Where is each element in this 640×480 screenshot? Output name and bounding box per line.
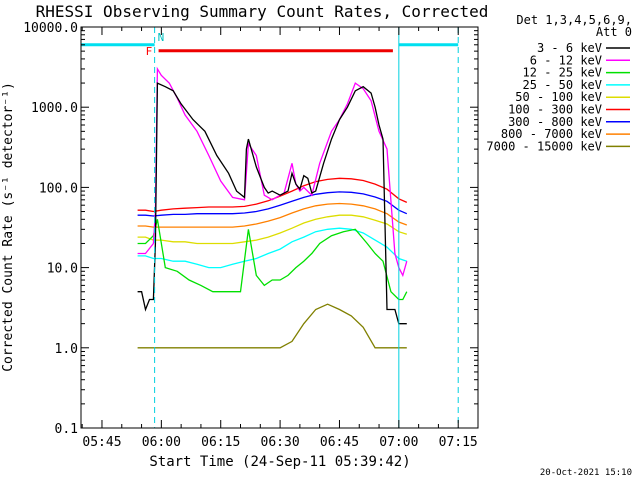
y-tick-label: 1.0 [55,342,78,357]
flag-label: N [158,31,165,44]
legend-label: 50 - 100 keV [515,90,602,104]
x-tick-label: 06:45 [320,435,359,450]
legend-label: 7000 - 15000 keV [486,139,602,153]
series-line [137,177,408,213]
x-axis-label: Start Time (24-Sep-11 05:39:42) [149,454,410,470]
y-tick-label: 10.0 [47,262,78,277]
legend-header-line-1: Det 1,3,4,5,6,9, [516,13,632,27]
footer-date: 20-Oct-2021 15:10 [540,468,632,478]
legend-label: 300 - 800 keV [508,115,602,129]
legend-label: 6 - 12 keV [530,53,602,67]
x-tick-label: 06:30 [261,435,300,450]
legend-label: 12 - 25 keV [523,66,602,80]
legend-label: 800 - 7000 keV [501,127,602,141]
y-tick-label: 1000.0 [31,101,78,116]
series-line [137,202,408,228]
x-tick-label: 07:15 [439,435,478,450]
flag-label: F [146,45,153,58]
y-tick-label: 0.1 [55,422,78,437]
y-tick-label: 10000.0 [23,21,78,36]
series-line [137,214,408,245]
series-line [137,303,407,349]
series-line [137,191,408,217]
legend-label: 25 - 50 keV [523,78,602,92]
y-tick-label: 100.0 [39,181,78,196]
plot-frame [80,26,479,429]
chart-title: RHESSI Observing Summary Count Rates, Co… [36,2,489,21]
x-tick-label: 07:00 [379,435,418,450]
legend-label: 100 - 300 keV [508,103,602,117]
x-tick-label: 05:45 [82,435,121,450]
legend-label: 3 - 6 keV [537,41,602,55]
x-tick-label: 06:15 [201,435,240,450]
y-axis-label: Corrected Count Rate (s⁻¹ detector⁻¹) [1,82,16,372]
legend-header-line-2: Att 0 [596,25,632,39]
series-line [137,82,407,325]
series-line [137,219,408,301]
series-line [137,227,408,269]
x-tick-label: 06:00 [142,435,181,450]
